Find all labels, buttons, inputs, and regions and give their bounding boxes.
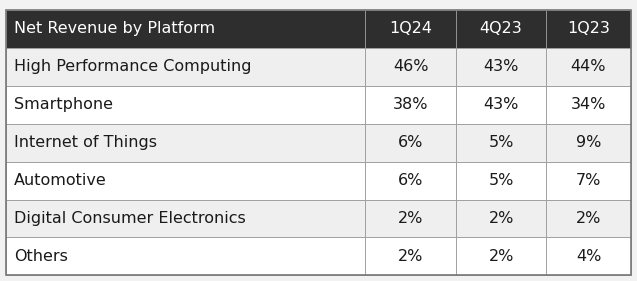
Text: High Performance Computing: High Performance Computing [14,59,252,74]
Bar [547,10,631,48]
Bar [366,162,456,200]
Bar [547,48,631,86]
Bar [547,162,631,200]
Bar [456,86,547,124]
Bar [6,237,366,275]
Text: 2%: 2% [398,211,423,226]
Bar [456,162,547,200]
Text: 1Q23: 1Q23 [567,21,610,36]
Text: 43%: 43% [483,97,519,112]
Bar [6,200,366,237]
Text: 43%: 43% [483,59,519,74]
Bar [366,10,456,48]
Bar [456,48,547,86]
Text: Others: Others [14,249,68,264]
Bar [456,200,547,237]
Bar [547,237,631,275]
Bar [6,162,366,200]
Text: Smartphone: Smartphone [14,97,113,112]
Bar [547,200,631,237]
Text: Net Revenue by Platform: Net Revenue by Platform [14,21,215,36]
Text: 1Q24: 1Q24 [389,21,432,36]
Bar [366,86,456,124]
Bar [366,124,456,162]
Text: 2%: 2% [398,249,423,264]
Bar [547,86,631,124]
Bar [6,124,366,162]
Text: 2%: 2% [489,249,514,264]
Text: 5%: 5% [489,135,514,150]
Bar [6,10,366,48]
Text: 4Q23: 4Q23 [480,21,522,36]
Bar [366,200,456,237]
Bar [456,10,547,48]
Text: 6%: 6% [398,135,423,150]
Text: 44%: 44% [571,59,606,74]
Text: 4%: 4% [576,249,601,264]
Bar [366,48,456,86]
Bar [456,237,547,275]
Text: 34%: 34% [571,97,606,112]
Text: 2%: 2% [576,211,601,226]
Bar [6,86,366,124]
Text: 7%: 7% [576,173,601,188]
Text: 5%: 5% [489,173,514,188]
Text: 38%: 38% [393,97,428,112]
Text: Internet of Things: Internet of Things [14,135,157,150]
Bar [366,237,456,275]
Bar [547,124,631,162]
Bar [456,124,547,162]
Text: 2%: 2% [489,211,514,226]
Text: 46%: 46% [393,59,428,74]
Text: Automotive: Automotive [14,173,107,188]
Text: Digital Consumer Electronics: Digital Consumer Electronics [14,211,246,226]
Bar [6,48,366,86]
Text: 6%: 6% [398,173,423,188]
Text: 9%: 9% [576,135,601,150]
